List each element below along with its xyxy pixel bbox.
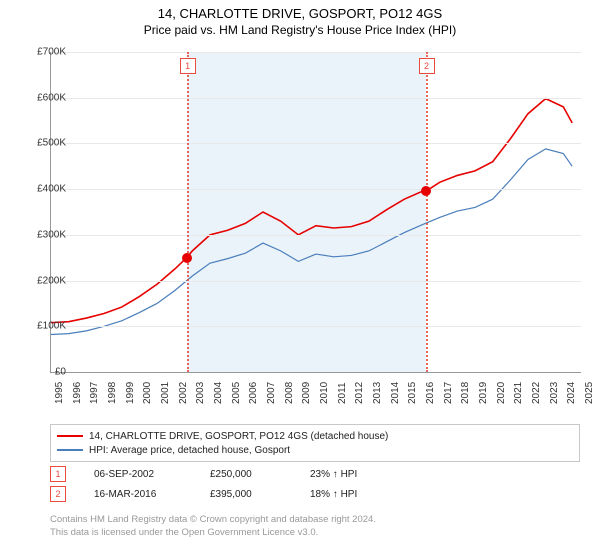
- x-axis-label: 2010: [319, 382, 330, 404]
- x-axis-label: 2003: [195, 382, 206, 404]
- x-axis-label: 2009: [301, 382, 312, 404]
- transaction-price: £395,000: [210, 489, 310, 500]
- y-axis-label: £300K: [26, 229, 66, 240]
- price-point-1: [182, 253, 192, 263]
- chart-footer: Contains HM Land Registry data © Crown c…: [50, 514, 376, 540]
- x-axis-label: 1996: [72, 382, 83, 404]
- x-axis-label: 2016: [425, 382, 436, 404]
- chart-subtitle: Price paid vs. HM Land Registry's House …: [0, 23, 600, 37]
- transaction-pct: 18% ↑ HPI: [310, 489, 400, 500]
- x-axis-label: 2013: [372, 382, 383, 404]
- transaction-row: 1 06-SEP-2002£250,00023% ↑ HPI: [50, 464, 400, 484]
- chart-title: 14, CHARLOTTE DRIVE, GOSPORT, PO12 4GS: [0, 6, 600, 21]
- legend-label: HPI: Average price, detached house, Gosp…: [89, 445, 290, 456]
- x-axis-label: 2015: [407, 382, 418, 404]
- x-axis-label: 1997: [89, 382, 100, 404]
- transaction-pct: 23% ↑ HPI: [310, 469, 400, 480]
- x-axis-label: 2001: [160, 382, 171, 404]
- x-axis-label: 2022: [531, 382, 542, 404]
- x-axis-label: 2017: [443, 382, 454, 404]
- x-axis-label: 2012: [354, 382, 365, 404]
- x-axis-label: 2020: [496, 382, 507, 404]
- transaction-date: 16-MAR-2016: [94, 489, 210, 500]
- x-axis-label: 2024: [566, 382, 577, 404]
- footer-line-2: This data is licensed under the Open Gov…: [50, 527, 376, 540]
- x-axis-label: 2025: [584, 382, 595, 404]
- x-axis-label: 1999: [125, 382, 136, 404]
- x-axis-label: 1998: [107, 382, 118, 404]
- chart-svg: [51, 52, 581, 372]
- y-axis-label: £0: [26, 367, 66, 378]
- series-hpi: [51, 149, 572, 335]
- chart-legend: 14, CHARLOTTE DRIVE, GOSPORT, PO12 4GS (…: [50, 424, 580, 462]
- x-axis-label: 2011: [337, 382, 348, 404]
- chart-plot-area: 12: [50, 52, 581, 373]
- y-axis-label: £400K: [26, 184, 66, 195]
- x-axis-label: 2023: [549, 382, 560, 404]
- legend-row: 14, CHARLOTTE DRIVE, GOSPORT, PO12 4GS (…: [57, 429, 573, 443]
- y-axis-label: £100K: [26, 321, 66, 332]
- legend-row: HPI: Average price, detached house, Gosp…: [57, 443, 573, 457]
- x-axis-label: 2018: [460, 382, 471, 404]
- x-axis-label: 2019: [478, 382, 489, 404]
- x-axis-label: 2008: [284, 382, 295, 404]
- y-axis-label: £600K: [26, 92, 66, 103]
- legend-swatch: [57, 449, 83, 451]
- price-point-2: [421, 186, 431, 196]
- transaction-marker: 1: [50, 466, 66, 482]
- x-axis-label: 2002: [178, 382, 189, 404]
- x-axis-label: 2004: [213, 382, 224, 404]
- marker-box-1: 1: [180, 58, 196, 74]
- legend-label: 14, CHARLOTTE DRIVE, GOSPORT, PO12 4GS (…: [89, 431, 388, 442]
- y-axis-label: £500K: [26, 138, 66, 149]
- x-axis-label: 2005: [231, 382, 242, 404]
- transaction-date: 06-SEP-2002: [94, 469, 210, 480]
- transaction-price: £250,000: [210, 469, 310, 480]
- transaction-row: 2 16-MAR-2016£395,00018% ↑ HPI: [50, 484, 400, 504]
- legend-swatch: [57, 435, 83, 437]
- transaction-table: 1 06-SEP-2002£250,00023% ↑ HPI 2 16-MAR-201…: [50, 464, 400, 504]
- x-axis-label: 2007: [266, 382, 277, 404]
- x-axis-label: 2014: [390, 382, 401, 404]
- footer-line-1: Contains HM Land Registry data © Crown c…: [50, 514, 376, 527]
- series-property_price: [51, 99, 572, 323]
- x-axis-label: 1995: [54, 382, 65, 404]
- y-axis-label: £200K: [26, 275, 66, 286]
- marker-box-2: 2: [419, 58, 435, 74]
- y-axis-label: £700K: [26, 47, 66, 58]
- transaction-marker: 2: [50, 486, 66, 502]
- x-axis-label: 2006: [248, 382, 259, 404]
- x-axis-label: 2021: [513, 382, 524, 404]
- x-axis-label: 2000: [142, 382, 153, 404]
